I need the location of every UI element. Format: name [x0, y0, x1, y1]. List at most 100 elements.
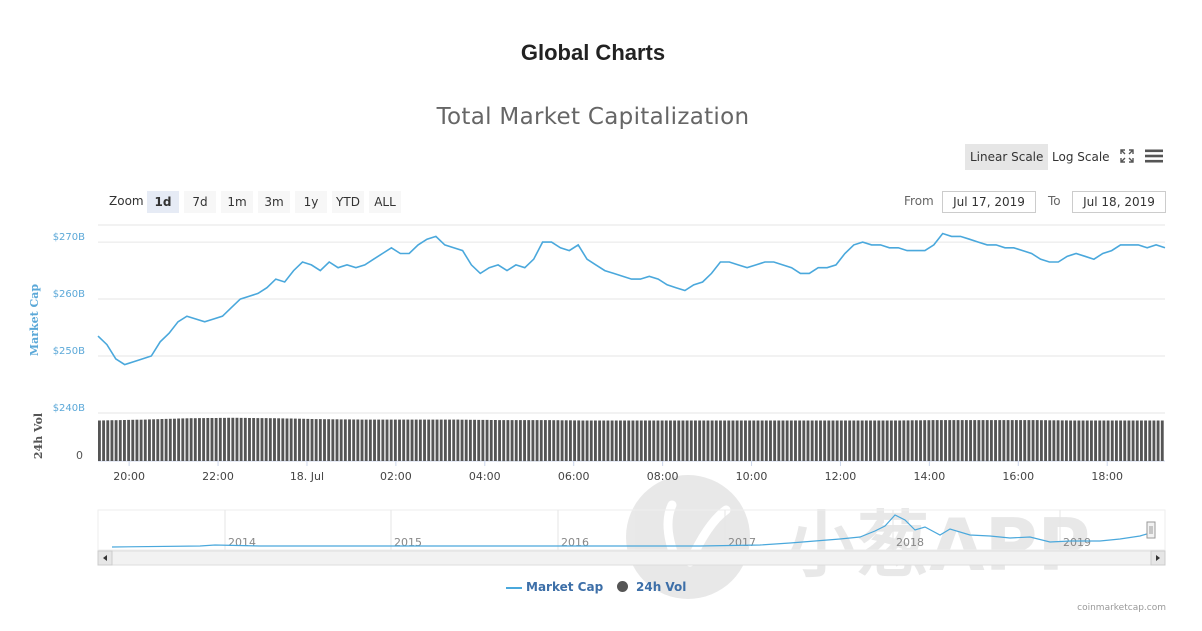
volume-bar [635, 420, 639, 461]
volume-bar [527, 420, 531, 462]
volume-bar [598, 420, 602, 461]
volume-bar [606, 420, 610, 461]
volume-bar [310, 419, 314, 461]
volume-bar [373, 419, 376, 461]
volume-bar [227, 417, 231, 461]
volume-bar [443, 419, 447, 461]
volume-bar [1106, 420, 1110, 461]
volume-bar [894, 420, 897, 461]
volume-bar [1152, 420, 1156, 461]
volume-bar [552, 420, 556, 461]
volume-bar [989, 420, 993, 462]
volume-bar [1044, 420, 1047, 461]
legend-market-cap[interactable]: Market Cap [526, 580, 604, 594]
volume-bar [1081, 420, 1085, 461]
credits[interactable]: coinmarketcap.com [1077, 603, 1166, 613]
log-scale-button[interactable]: Log Scale [1052, 150, 1110, 164]
volume-bar [1039, 420, 1043, 461]
volume-bar [318, 419, 322, 461]
y-axis-title-market-cap: Market Cap [28, 284, 41, 357]
legend-volume-swatch [617, 581, 628, 592]
navigator[interactable]: 2014 2015 2016 2017 2018 2019 [97, 509, 1166, 551]
zoom-7d-button[interactable]: 7d [184, 191, 216, 213]
navigator-scrollbar[interactable] [97, 550, 1166, 566]
volume-bar [823, 420, 827, 461]
zoom-1y-button[interactable]: 1y [295, 191, 327, 213]
volume-bar [202, 418, 206, 461]
volume-bar [414, 419, 418, 461]
volume-bar [602, 420, 606, 461]
volume-bar [719, 420, 722, 461]
x-tick-label: 14:00 [914, 470, 946, 483]
volume-bar [114, 420, 118, 461]
volume-bar [1064, 420, 1068, 461]
volume-bar [827, 420, 831, 461]
volume-bar [348, 419, 351, 461]
volume-bar [431, 419, 435, 461]
x-tick-label: 12:00 [825, 470, 857, 483]
volume-bar [973, 420, 977, 462]
zoom-all-button[interactable]: ALL [369, 191, 401, 213]
x-tick-label: 18. Jul [290, 470, 324, 483]
volume-bar [206, 418, 210, 461]
zoom-1m-button[interactable]: 1m [221, 191, 253, 213]
y-tick-label: $260B [53, 289, 85, 300]
volume-bar [769, 420, 772, 461]
volume-bar [393, 419, 397, 461]
fullscreen-icon[interactable] [1119, 148, 1135, 164]
volume-bar [856, 420, 860, 461]
navigator-handle[interactable] [1146, 521, 1156, 539]
x-tick-label: 06:00 [558, 470, 590, 483]
volume-bar [631, 420, 635, 461]
volume-bar [848, 420, 852, 461]
volume-bar [448, 419, 451, 461]
zoom-ytd-button[interactable]: YTD [332, 191, 364, 213]
legend-volume[interactable]: 24h Vol [636, 580, 687, 594]
volume-bar [368, 419, 372, 461]
volume-bar [1127, 420, 1131, 461]
volume-bar [1089, 420, 1093, 461]
volume-bar [652, 420, 656, 461]
volume-bar [789, 420, 793, 461]
volume-bar [273, 418, 276, 461]
volume-bar [644, 420, 647, 461]
volume-bar [456, 419, 460, 461]
hamburger-menu-icon[interactable] [1145, 148, 1163, 164]
volume-bar [860, 420, 864, 461]
volume-bar [577, 420, 581, 461]
volume-bar [864, 420, 868, 461]
volume-bar [127, 419, 131, 461]
volume-bar [152, 419, 156, 461]
volume-bar [331, 419, 335, 461]
volume-bar [1060, 420, 1064, 461]
volume-bar [948, 420, 952, 462]
volume-bar [1098, 420, 1102, 461]
volume-bar [873, 420, 877, 461]
volume-bar [281, 418, 285, 461]
volume-bar [239, 417, 243, 461]
volume-bar [1052, 420, 1056, 461]
volume-bar [110, 420, 114, 461]
volume-bar [256, 418, 260, 461]
volume-bar [139, 419, 143, 461]
linear-scale-button[interactable]: Linear Scale [965, 144, 1049, 170]
volume-bar [231, 417, 235, 461]
volume-bar [1035, 420, 1039, 461]
y-tick-label: $240B [53, 403, 85, 414]
volume-bar [956, 420, 960, 462]
volume-bar [927, 420, 931, 461]
zoom-3m-button[interactable]: 3m [258, 191, 290, 213]
from-date-input[interactable] [942, 191, 1036, 213]
x-tick-label: 10:00 [736, 470, 768, 483]
volume-bar [277, 418, 281, 461]
navigator-tick-label: 2015 [394, 536, 422, 549]
volume-bar [118, 420, 122, 461]
y-tick-label: $250B [53, 346, 85, 357]
volume-bar [977, 420, 981, 462]
volume-bar [610, 420, 614, 461]
zoom-1d-button[interactable]: 1d [147, 191, 179, 213]
volume-bar [714, 420, 718, 461]
volume-bar [168, 418, 172, 461]
to-date-input[interactable] [1072, 191, 1166, 213]
